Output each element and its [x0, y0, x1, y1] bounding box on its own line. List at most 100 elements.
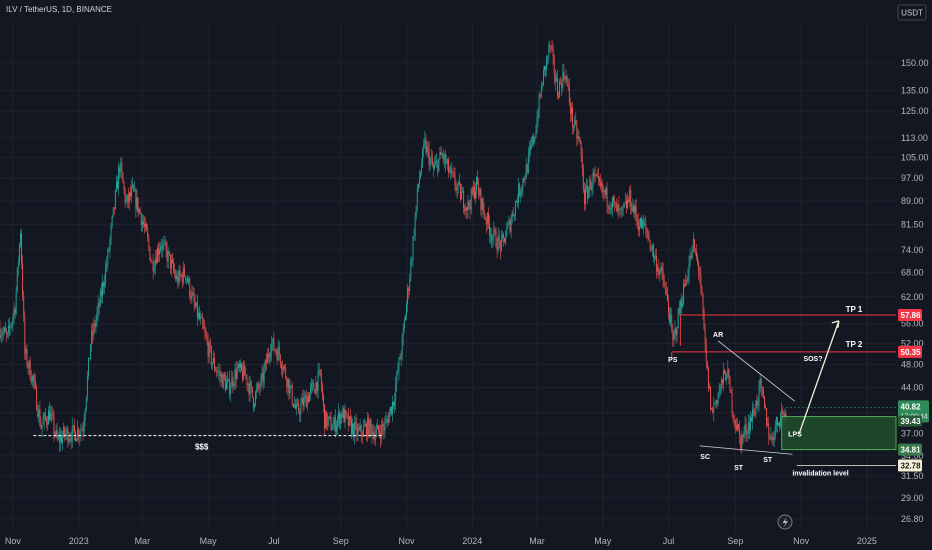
- lightning-icon[interactable]: [777, 514, 793, 530]
- candle-body: [531, 144, 533, 146]
- candle-body: [307, 396, 309, 402]
- candle-body: [772, 437, 774, 441]
- candle-body: [776, 417, 778, 426]
- candle-body: [38, 409, 40, 417]
- candle-body: [743, 431, 745, 437]
- candle-body: [774, 425, 776, 437]
- candle-body: [633, 205, 635, 214]
- candle-body: [485, 218, 487, 225]
- candle-body: [554, 75, 556, 82]
- candle-body: [696, 251, 697, 257]
- candle-body: [673, 333, 675, 341]
- candle-body: [101, 282, 103, 297]
- y-tick-label: 48.00: [901, 360, 924, 370]
- candle-body: [341, 413, 343, 418]
- candle-body: [704, 329, 706, 344]
- candle-body: [301, 398, 303, 404]
- candle-body: [167, 251, 169, 262]
- candle-body: [380, 433, 382, 440]
- candle-body: [678, 308, 680, 314]
- candle-body: [730, 390, 732, 393]
- candle-body: [674, 328, 676, 334]
- candle-body: [292, 403, 294, 407]
- candle-body: [592, 172, 594, 187]
- candle-body: [473, 186, 475, 199]
- candle-body: [326, 411, 328, 427]
- candle-body: [169, 254, 171, 269]
- candle-body: [323, 395, 324, 405]
- y-tick-label: 29.00: [901, 493, 924, 503]
- candle-body: [210, 347, 212, 365]
- candle-body: [464, 208, 466, 211]
- candle-body: [52, 413, 54, 417]
- candle-body: [250, 382, 252, 387]
- candle-body: [465, 207, 467, 211]
- candle-body: [644, 223, 646, 226]
- candle-body: [550, 45, 552, 47]
- y-tick-label: 125.00: [901, 106, 929, 116]
- candle-body: [126, 194, 128, 202]
- candle-body: [291, 385, 293, 404]
- candle-body: [569, 102, 571, 114]
- candle-body: [663, 279, 665, 288]
- candle-body: [436, 160, 438, 162]
- candle-body: [192, 292, 194, 295]
- candle-body: [373, 432, 375, 441]
- candle-body: [749, 417, 751, 431]
- candle-body: [740, 435, 742, 449]
- candle-body: [109, 238, 111, 250]
- candle-body: [400, 355, 402, 360]
- candle-body: [188, 278, 190, 283]
- candle-body: [80, 429, 82, 434]
- candle-body: [388, 412, 390, 423]
- candle-body: [365, 423, 366, 426]
- candle-body: [225, 382, 227, 390]
- candle-body: [274, 349, 276, 351]
- candle-body: [115, 181, 117, 191]
- candle-body: [517, 201, 518, 203]
- candle-body: [756, 400, 758, 406]
- candle-body: [0, 335, 2, 338]
- candle-body: [353, 423, 355, 437]
- candle-body: [40, 424, 42, 429]
- candle-body: [85, 396, 87, 410]
- ps-label: PS: [668, 357, 678, 364]
- candle-body: [139, 209, 141, 214]
- candle-body: [351, 419, 352, 435]
- candle-body: [50, 413, 52, 421]
- candle-body: [715, 400, 717, 404]
- candle-body: [30, 379, 32, 383]
- candle-body: [689, 255, 691, 265]
- candle-body: [142, 221, 144, 225]
- candle-body: [147, 230, 149, 238]
- candle-body: [617, 204, 619, 212]
- candle-body: [7, 332, 8, 334]
- candle-body: [224, 378, 226, 390]
- candle-body: [228, 379, 230, 381]
- candle-body: [676, 328, 678, 336]
- candle-body: [685, 279, 687, 287]
- candle-body: [180, 274, 182, 276]
- candle-body: [199, 312, 200, 320]
- candle-body: [90, 344, 92, 359]
- candle-body: [333, 417, 335, 426]
- candle-body: [70, 438, 72, 442]
- candle-body: [378, 425, 379, 432]
- candle-body: [119, 167, 121, 172]
- candle-body: [370, 419, 372, 427]
- candle-body: [739, 428, 741, 436]
- candle-body: [451, 168, 453, 173]
- currency-button[interactable]: USDT: [897, 4, 927, 21]
- candle-body: [63, 427, 65, 437]
- candle-body: [660, 267, 662, 272]
- ar-label: AR: [713, 332, 723, 339]
- candle-body: [137, 197, 139, 213]
- candle-body: [32, 375, 34, 380]
- candle-body: [363, 425, 365, 427]
- candle-body: [434, 164, 435, 169]
- candle-body: [727, 369, 729, 378]
- candle-body: [77, 428, 79, 440]
- candle-body: [306, 396, 308, 408]
